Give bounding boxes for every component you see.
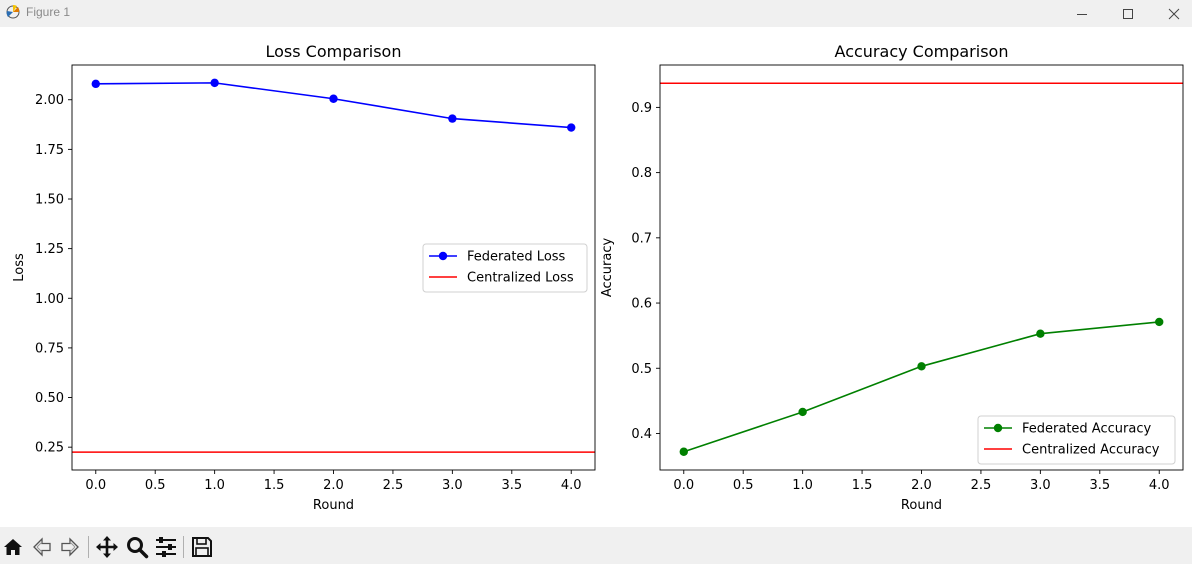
close-button[interactable] [1151,0,1192,27]
subplot-accuracy: 0.0 0.5 1.0 1.5 2.0 2.5 3.0 3.5 4.0 0.4 0.5 0.6 0.7 0… [600,42,1184,513]
pan-icon [96,536,118,558]
window-title: Figure 1 [26,5,71,19]
data-point [798,407,807,417]
close-icon [1168,8,1180,19]
data-point [448,114,457,123]
x-tick-label: 0.5 [145,478,166,493]
figure-svg: 0.0 0.5 1.0 1.5 2.0 2.5 3.0 3.5 4.0 0.25 0.50 0.75 1… [12,42,1184,513]
y-tick-label: 1.75 [35,143,64,158]
home-button[interactable] [0,534,26,560]
legend-label: Centralized Accuracy [1022,443,1160,458]
legend-box [977,415,1176,465]
forward-button[interactable] [57,534,83,560]
data-point [210,78,219,88]
series-line-0 [95,82,572,129]
x-tick-label: 3.5 [1089,478,1110,493]
zoom-icon [127,537,149,559]
x-axis-label: Round [313,498,354,513]
y-tick-label: 0.4 [631,427,652,442]
x-tick-label: 1.5 [264,478,285,493]
legend: Federated Loss Centralized Loss [422,243,588,293]
legend-marker [993,423,1003,433]
y-tick-label: 0.5 [631,362,652,377]
configure-subplots-button[interactable] [153,534,179,560]
y-tick-label: 0.9 [631,101,652,116]
maximize-button[interactable] [1105,0,1151,27]
navigation-toolbar [0,527,1192,564]
data-point [329,94,338,103]
save-icon [192,537,212,557]
data-point [917,362,926,371]
minimize-button[interactable] [1059,0,1105,27]
data-point [91,79,100,89]
configure-subplots-icon [156,537,176,557]
x-tick-label: 1.0 [204,478,225,493]
y-tick-label: 0.25 [35,441,64,456]
toolbar-separator [88,536,89,558]
x-tick-label: 1.5 [852,478,873,493]
legend-label: Federated Loss [467,250,566,265]
legend: Federated Accuracy Centralized Accuracy [977,415,1176,465]
y-axis-label: Loss [12,253,27,282]
maximize-icon [1123,8,1133,19]
x-tick-label: 0.5 [733,478,754,493]
zoom-button[interactable] [124,534,150,560]
x-tick-label: 3.0 [442,478,463,493]
back-button[interactable] [29,534,55,560]
y-tick-label: 2.00 [35,93,64,108]
pan-button[interactable] [94,534,120,560]
figure-canvas[interactable]: 0.0 0.5 1.0 1.5 2.0 2.5 3.0 3.5 4.0 0.25 0.50 0.75 1… [0,27,1192,527]
x-tick-label: 3.5 [501,478,522,493]
y-tick-label: 0.6 [631,297,652,312]
y-tick-label: 1.00 [35,292,64,307]
data-point [1036,329,1045,338]
x-tick-label: 4.0 [1149,478,1170,493]
data-point [679,447,688,456]
x-tick-label: 2.5 [971,478,992,493]
x-tick-label: 3.0 [1030,478,1051,493]
legend-label: Federated Accuracy [1022,422,1151,437]
y-tick-label: 0.7 [631,231,652,246]
subplot-loss: 0.0 0.5 1.0 1.5 2.0 2.5 3.0 3.5 4.0 0.25 0.50 0.75 1… [12,42,596,513]
save-button[interactable] [189,534,215,560]
chart-title: Accuracy Comparison [835,42,1009,61]
y-tick-label: 0.8 [631,166,652,181]
y-tick-label: 1.25 [35,242,64,257]
axes-frame [659,64,1184,471]
data-point [1155,317,1164,327]
matplotlib-app-icon [4,3,22,21]
chart-title: Loss Comparison [266,42,402,61]
legend-label: Centralized Loss [467,271,574,286]
x-tick-label: 2.5 [383,478,404,493]
x-axis-label: Round [901,498,942,513]
legend-box [422,243,588,293]
x-tick-label: 4.0 [561,478,582,493]
data-point [567,123,576,132]
home-icon [4,539,22,555]
y-tick-label: 1.50 [35,193,64,208]
toolbar-separator [183,536,184,558]
y-axis-label: Accuracy [600,238,615,298]
back-arrow-icon [33,537,51,557]
legend-marker [438,251,448,261]
window-titlebar: Figure 1 [0,0,1192,27]
forward-arrow-icon [61,537,79,557]
x-tick-label: 0.0 [673,478,694,493]
x-tick-label: 0.0 [85,478,106,493]
x-tick-label: 2.0 [323,478,344,493]
x-tick-label: 1.0 [792,478,813,493]
minimize-icon [1077,13,1087,15]
x-tick-label: 2.0 [911,478,932,493]
y-tick-label: 0.75 [35,341,64,356]
y-tick-label: 0.50 [35,391,64,406]
